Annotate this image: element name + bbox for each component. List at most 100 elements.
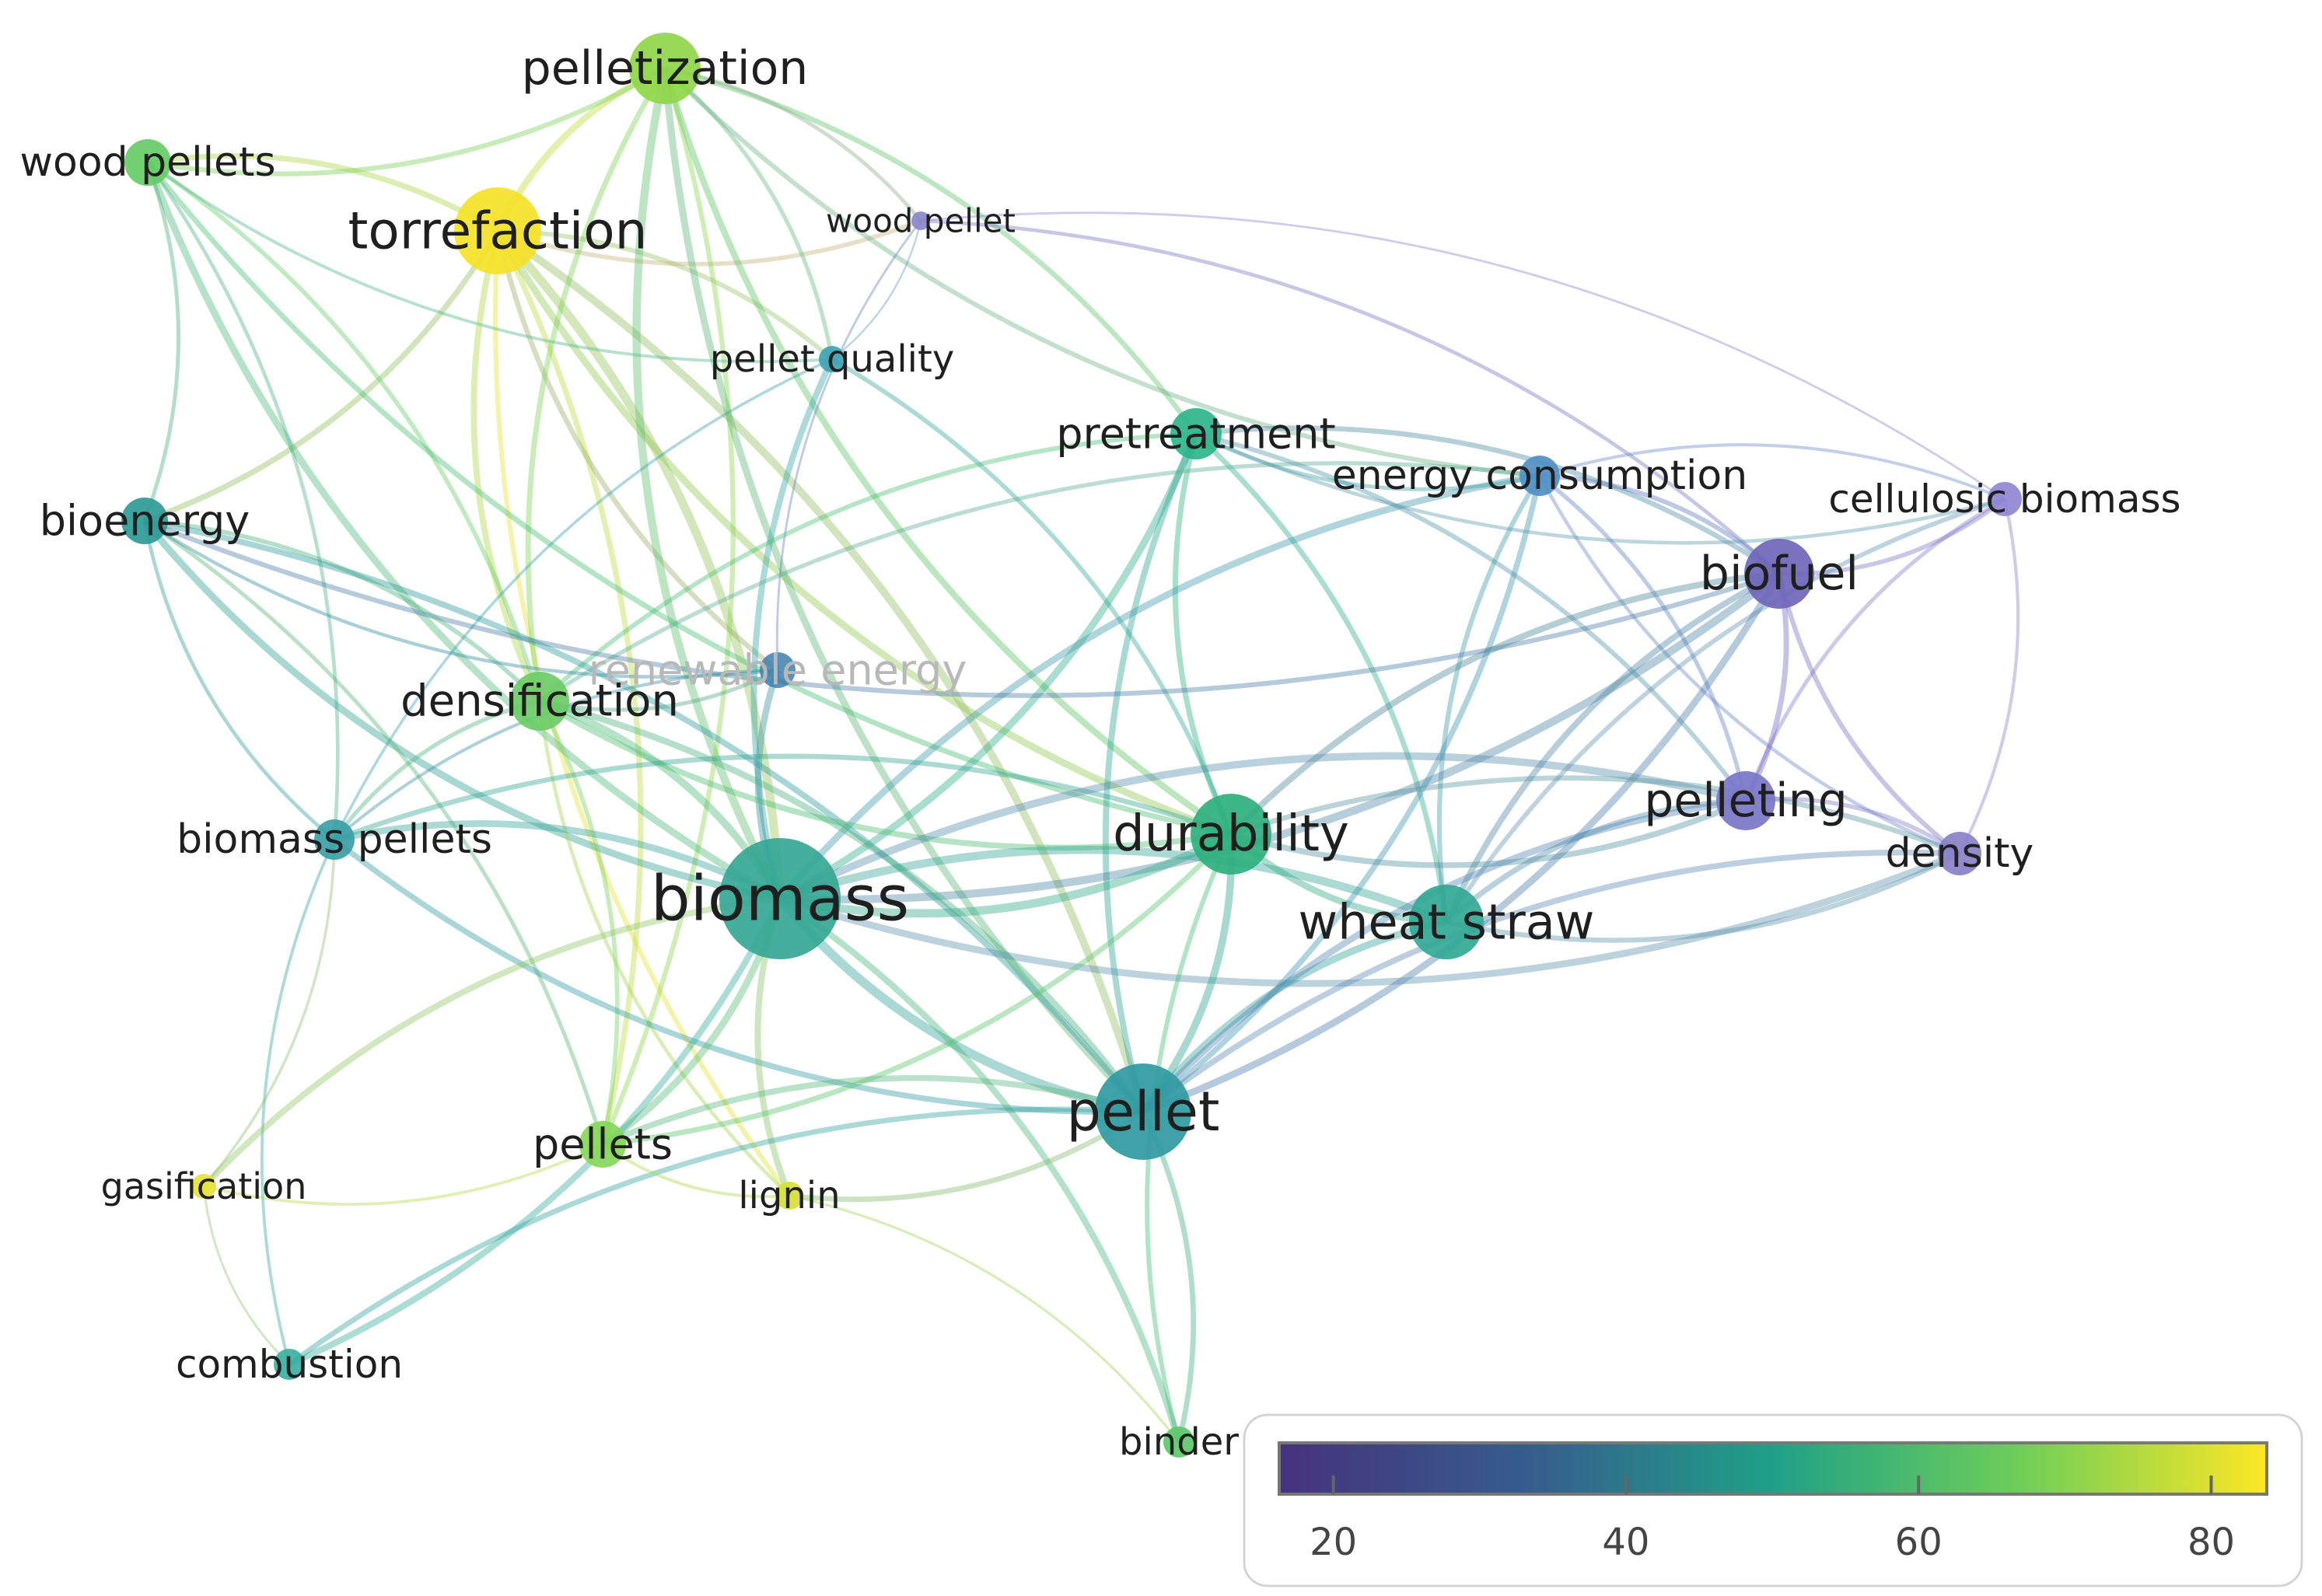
edge-biomass-combustion [288, 897, 783, 1367]
edge-bioenergy-biomass-pellets [142, 520, 336, 841]
node-pelletization[interactable] [629, 33, 701, 104]
node-label-wheat-straw[interactable]: wheat straw [1299, 894, 1595, 951]
edge-densification-biomass-pellets [332, 699, 540, 841]
edge-biomass-pellets-combustion [260, 839, 336, 1365]
node-label-wood-pellets[interactable]: wood pellets [19, 139, 275, 186]
edge-wheat-straw-pellet [1140, 918, 1447, 1114]
edge-biofuel-pellet [1142, 571, 1782, 1116]
edge-torrefaction-biomass [494, 228, 785, 899]
node-gasification[interactable] [191, 1174, 216, 1199]
edge-energy-consumption-biofuel [1539, 473, 1781, 576]
edge-pretreatment-biofuel [1195, 425, 1781, 576]
edge-densification-durability [538, 698, 1232, 851]
legend-color-bar [1278, 1441, 2268, 1496]
node-label-durability[interactable]: durability [1113, 805, 1349, 863]
edge-torrefaction-lignin [493, 230, 792, 1197]
node-pellet-quality[interactable] [819, 346, 845, 372]
edge-bioenergy-pellets [143, 519, 605, 1145]
label-layer: torrefaction pelletization wood pellets woo… [19, 41, 2180, 1464]
node-cellulosic-biomass[interactable] [1988, 482, 2022, 516]
edge-cellulosic-biomass-density [1958, 498, 2020, 854]
node-label-pelletization[interactable]: pelletization [522, 41, 809, 96]
edge-densification-pellet [538, 697, 1146, 1114]
node-label-gasification[interactable]: gasification [101, 1165, 307, 1207]
edge-biomass-pellet [776, 896, 1145, 1116]
edge-wood-pellets-pellet-quality [146, 161, 833, 364]
node-energy-consumption[interactable] [1519, 456, 1560, 496]
node-label-biomass-pellets[interactable]: biomass pellets [177, 816, 492, 863]
node-durability[interactable] [1191, 794, 1271, 875]
node-biofuel[interactable] [1744, 539, 1814, 609]
node-wood-pellets[interactable] [124, 139, 171, 186]
node-label-pellet-quality[interactable]: pellet quality [710, 337, 954, 381]
node-label-torrefaction[interactable]: torrefaction [348, 201, 648, 261]
edge-wood-pellets-bioenergy [142, 162, 180, 522]
edge-durability-density [1229, 775, 1961, 857]
legend-tick-label: 60 [1895, 1521, 1943, 1564]
edge-torrefaction-durability [495, 229, 1233, 838]
node-biomass[interactable] [719, 838, 841, 959]
edge-pretreatment-durability [1172, 433, 1234, 836]
node-densification[interactable] [510, 672, 569, 731]
node-binder[interactable] [1163, 1427, 1194, 1458]
edge-pelletization-pretreatment [664, 65, 1198, 435]
node-label-pellet[interactable]: pellet [1067, 1080, 1220, 1144]
edge-pellets-gasification [203, 1143, 603, 1206]
node-label-pellets[interactable]: pellets [533, 1120, 673, 1169]
edge-cellulosic-biomass-pelleting [1743, 497, 2006, 801]
node-wheat-straw[interactable] [1409, 885, 1484, 959]
edge-layer [142, 65, 2020, 1444]
edge-biofuel-bioenergy [143, 519, 1780, 698]
node-pelleting[interactable] [1716, 771, 1775, 830]
node-label-biofuel[interactable]: biofuel [1700, 547, 1859, 601]
legend-tick-label: 20 [1310, 1521, 1357, 1564]
edge-biomass-pelleting [778, 752, 1747, 903]
edge-pellet-density [1141, 849, 1960, 1114]
edge-pelletization-wood-pellets [147, 66, 666, 176]
edge-wood-pellets-durability [145, 160, 1232, 837]
edge-energy-consumption-pelleting [1538, 473, 1748, 801]
edge-pellet-quality-durability [831, 357, 1233, 835]
edge-energy-consumption-pellet [1141, 475, 1543, 1114]
edge-bioenergy-densification [144, 519, 541, 704]
node-label-wood-pellet[interactable]: wood pellet [826, 202, 1016, 240]
edge-lignin-binder [789, 1194, 1180, 1443]
node-label-cellulosic-biomass[interactable]: cellulosic biomass [1828, 477, 2180, 522]
edge-pellet-lignin [789, 1109, 1145, 1203]
edge-biofuel-density [1777, 573, 1961, 856]
edge-torrefaction-pellet-quality [497, 228, 834, 361]
node-label-bioenergy[interactable]: bioenergy [40, 497, 250, 546]
node-label-renewable-energy[interactable]: renewable energy [589, 646, 967, 695]
edge-pretreatment-energy-consumption [1194, 431, 1540, 491]
edge-torrefaction-pellets [495, 229, 644, 1145]
node-label-combustion[interactable]: combustion [176, 1342, 403, 1387]
node-label-densification[interactable]: densification [400, 676, 679, 727]
node-label-density[interactable]: density [1886, 830, 2034, 877]
node-label-pretreatment[interactable]: pretreatment [1056, 410, 1335, 459]
node-torrefaction[interactable] [454, 187, 541, 274]
edge-pelletization-densification [525, 67, 668, 702]
edge-pellet-combustion [287, 1106, 1144, 1367]
node-label-pelleting[interactable]: pelleting [1644, 774, 1848, 828]
node-pellet[interactable] [1095, 1063, 1191, 1160]
edge-pelletization-pellet-quality [663, 66, 834, 360]
node-wood-pellet[interactable] [911, 211, 930, 230]
node-label-biomass[interactable]: biomass [651, 863, 909, 935]
edge-pelleting-density [1745, 796, 1961, 856]
node-bioenergy[interactable] [121, 498, 168, 544]
node-density[interactable] [1938, 832, 1981, 875]
node-combustion[interactable] [274, 1349, 305, 1380]
node-label-binder[interactable]: binder [1119, 1420, 1239, 1464]
edge-biomass-density [778, 850, 1961, 987]
node-biomass-pellets[interactable] [314, 819, 355, 860]
node-renewable-energy[interactable] [760, 652, 796, 688]
node-pretreatment[interactable] [1170, 408, 1222, 459]
edge-torrefaction-renewable-energy [495, 230, 780, 672]
node-pellets[interactable] [579, 1121, 626, 1168]
node-lignin[interactable] [775, 1182, 803, 1210]
edge-pretreatment-wheat-straw [1194, 431, 1450, 923]
edge-biomass-wheat-straw [778, 845, 1448, 926]
node-label-energy-consumption[interactable]: energy consumption [1332, 452, 1747, 499]
node-label-lignin[interactable]: lignin [738, 1174, 840, 1217]
color-legend: 20 40 60 80 [1243, 1413, 2303, 1587]
